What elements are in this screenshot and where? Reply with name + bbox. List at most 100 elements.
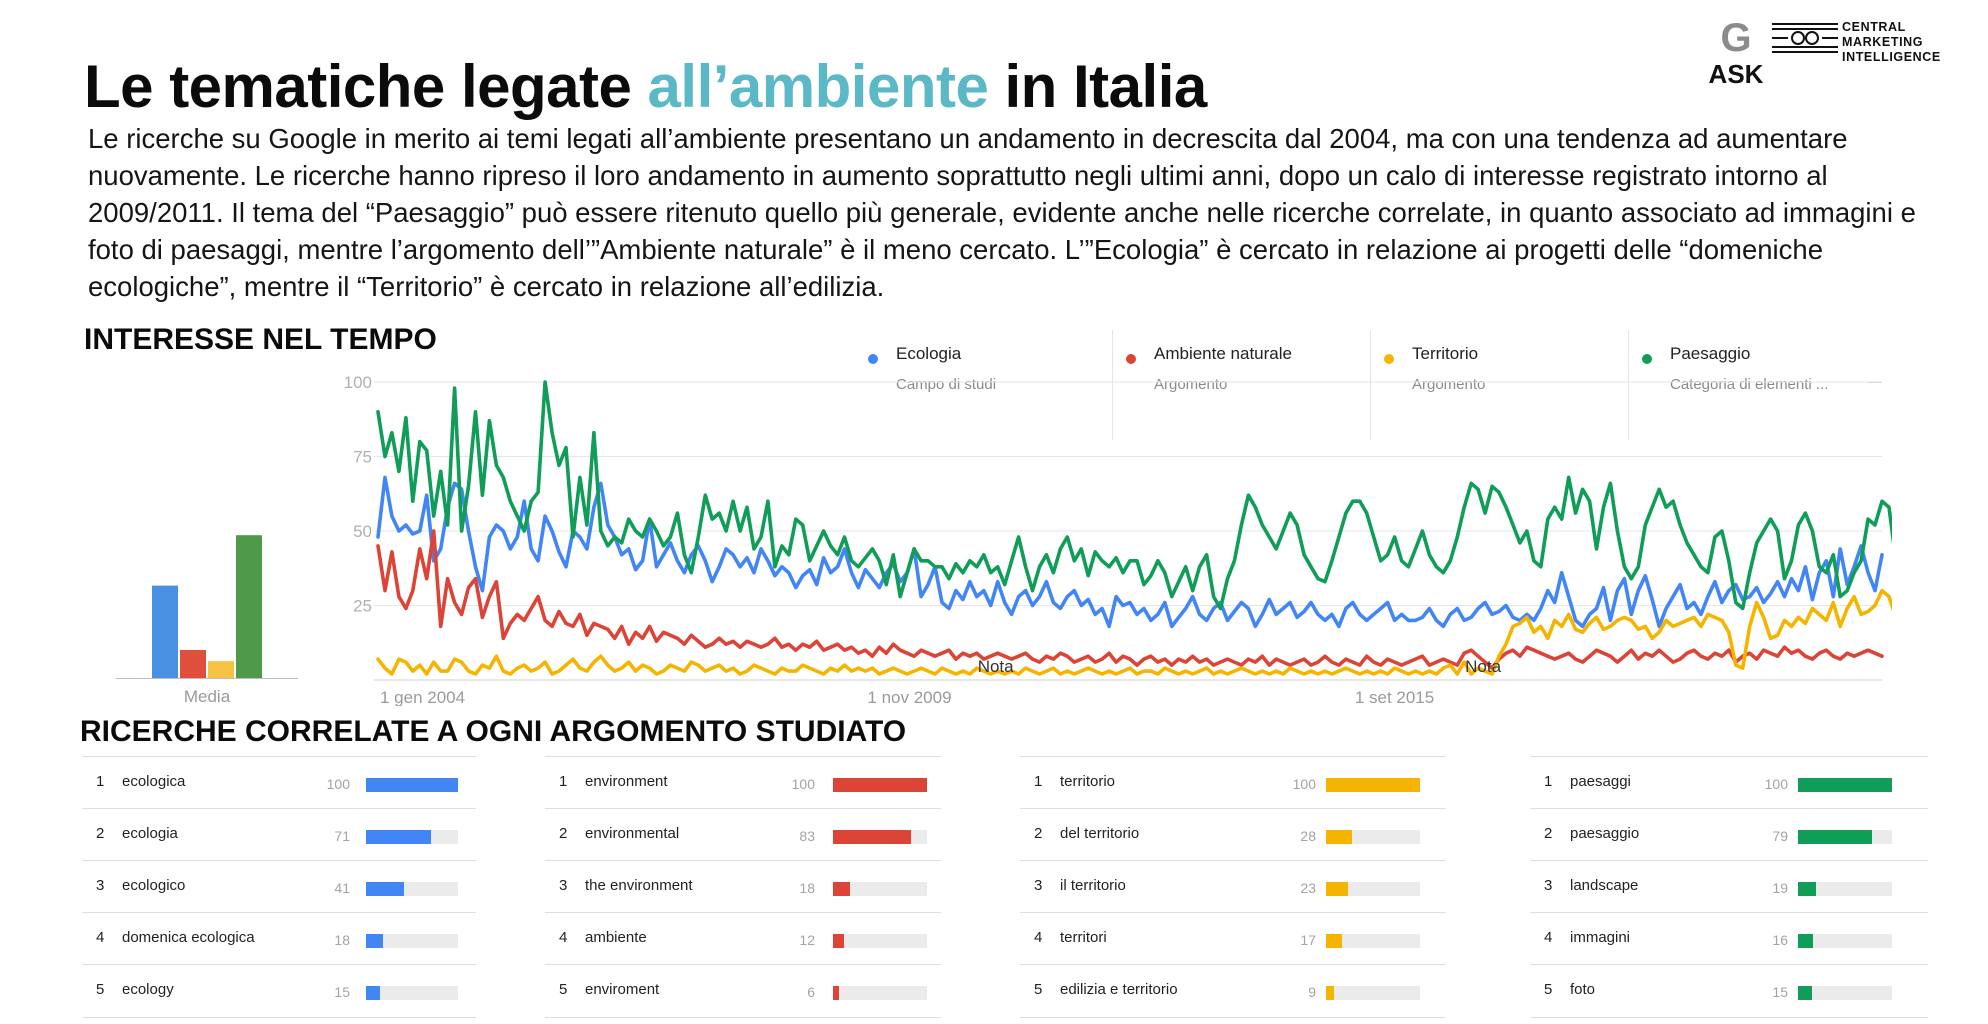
related-bar-track	[366, 882, 458, 896]
legend-name: Ecologia	[896, 344, 962, 363]
related-row[interactable]: 4 immagini 16	[1530, 912, 1928, 965]
related-bar-track	[833, 934, 927, 948]
related-bar-fill	[833, 830, 912, 844]
related-rank: 3	[559, 877, 568, 894]
related-score: 17	[1300, 932, 1316, 948]
related-rank: 2	[1034, 825, 1043, 842]
related-term[interactable]: ecologica	[122, 773, 186, 790]
section-title-time: INTERESSE NEL TEMPO	[84, 323, 437, 356]
related-term[interactable]: ecologia	[122, 825, 178, 842]
related-row[interactable]: 4 territori 17	[1020, 912, 1446, 965]
annotation-label-1[interactable]: Nota	[978, 657, 1014, 676]
related-bar-fill	[833, 882, 850, 896]
series-line-2	[376, 529, 1884, 670]
related-term[interactable]: environmental	[585, 825, 680, 842]
related-term[interactable]: ecology	[122, 981, 174, 998]
related-bar-fill	[366, 830, 432, 844]
related-rank: 1	[96, 773, 105, 790]
related-bar-fill	[833, 934, 845, 948]
related-bar-track	[1326, 986, 1420, 1000]
related-term[interactable]: del territorio	[1060, 825, 1140, 842]
title-part-1: Le tematiche legate	[84, 53, 648, 120]
related-row[interactable]: 5 ecology 15	[82, 964, 476, 1018]
related-rank: 1	[1034, 773, 1043, 790]
related-row[interactable]: 5 foto 15	[1530, 964, 1928, 1018]
x-tick-label-2: 1 nov 2009	[867, 688, 951, 706]
related-term[interactable]: territori	[1060, 929, 1107, 946]
related-bar-track	[1798, 830, 1892, 844]
related-bar-track	[1326, 778, 1420, 792]
related-term[interactable]: paesaggi	[1570, 773, 1631, 790]
related-term[interactable]: paesaggio	[1570, 825, 1640, 842]
related-term[interactable]: il territorio	[1060, 877, 1126, 894]
related-bar-track	[1326, 830, 1420, 844]
related-row[interactable]: 3 landscape 19	[1530, 860, 1928, 913]
related-row[interactable]: 3 ecologico 41	[82, 860, 476, 913]
related-term[interactable]: the environment	[585, 877, 693, 894]
related-row[interactable]: 1 ecologica 100	[82, 756, 476, 809]
related-row[interactable]: 4 ambiente 12	[545, 912, 941, 965]
related-term[interactable]: ecologico	[122, 877, 186, 894]
related-rank: 5	[559, 981, 568, 998]
related-row[interactable]: 5 edilizia e territorio 9	[1020, 964, 1446, 1018]
related-row[interactable]: 2 del territorio 28	[1020, 808, 1446, 861]
related-row[interactable]: 3 the environment 18	[545, 860, 941, 913]
related-score: 12	[799, 932, 815, 948]
x-tick-label-1: 1 gen 2004	[380, 688, 465, 706]
related-bar-fill	[1798, 934, 1814, 948]
related-score: 79	[1772, 828, 1788, 844]
related-term[interactable]: landscape	[1570, 877, 1639, 894]
annotation-label-2[interactable]: Nota	[1465, 657, 1501, 676]
related-bar-fill	[1798, 882, 1816, 896]
title-part-2: in Italia	[988, 53, 1208, 120]
related-row[interactable]: 1 territorio 100	[1020, 756, 1446, 809]
related-bar-fill	[1326, 986, 1335, 1000]
interest-over-time-chart: 25 50 75 100 1 gen 2004 1 nov 2009 1 set 2015 N…	[344, 373, 1892, 706]
google-g-icon: G	[1720, 16, 1752, 60]
legend-name: Paesaggio	[1670, 344, 1751, 363]
related-row[interactable]: 2 ecologia 71	[82, 808, 476, 861]
related-term[interactable]: territorio	[1060, 773, 1116, 790]
legend-sub: Argomento	[1154, 376, 1228, 393]
related-row[interactable]: 5 enviroment 6	[545, 964, 941, 1018]
related-term[interactable]: immagini	[1570, 929, 1631, 946]
average-bar-chart: Media	[116, 535, 298, 704]
related-bar-fill	[1326, 934, 1342, 948]
cmi-line-1: CENTRAL	[1842, 20, 1906, 34]
legend-name: Ambiente naturale	[1154, 344, 1292, 363]
related-bar-fill	[366, 986, 380, 1000]
related-bar-fill	[1326, 882, 1348, 896]
related-row[interactable]: 3 il territorio 23	[1020, 860, 1446, 913]
related-row[interactable]: 2 environmental 83	[545, 808, 941, 861]
related-rank: 5	[1544, 981, 1553, 998]
related-term[interactable]: edilizia e territorio	[1060, 981, 1178, 998]
y-tick-label-4: 100	[344, 373, 372, 392]
related-bar-fill	[1798, 986, 1813, 1000]
related-term[interactable]: enviroment	[585, 981, 660, 998]
related-rank: 2	[96, 825, 105, 842]
related-row[interactable]: 4 domenica ecologica 18	[82, 912, 476, 965]
related-score: 15	[334, 984, 350, 1000]
related-rank: 2	[1544, 825, 1553, 842]
related-term[interactable]: ambiente	[585, 929, 647, 946]
related-term[interactable]: environment	[585, 773, 668, 790]
related-row[interactable]: 2 paesaggio 79	[1530, 808, 1928, 861]
related-row[interactable]: 1 paesaggi 100	[1530, 756, 1928, 809]
avg-bar-2	[180, 650, 206, 678]
related-term[interactable]: foto	[1570, 981, 1596, 998]
y-tick-label-2: 50	[353, 522, 372, 541]
related-bar-track	[366, 986, 458, 1000]
related-rank: 4	[96, 929, 105, 946]
related-bar-fill	[1326, 778, 1420, 792]
cmi-line-3: INTELLIGENCE	[1842, 50, 1941, 64]
section-title-related: RICERCHE CORRELATE A OGNI ARGOMENTO STUD…	[80, 715, 907, 748]
legend-dot-icon	[1642, 354, 1652, 364]
related-score: 100	[1764, 776, 1788, 792]
related-bar-track	[833, 986, 927, 1000]
related-term[interactable]: domenica ecologica	[122, 929, 255, 946]
related-rank: 5	[96, 981, 105, 998]
related-row[interactable]: 1 environment 100	[545, 756, 941, 809]
related-score: 28	[1300, 828, 1316, 844]
avg-axis-label: Media	[184, 687, 231, 704]
related-bar-track	[1798, 882, 1892, 896]
